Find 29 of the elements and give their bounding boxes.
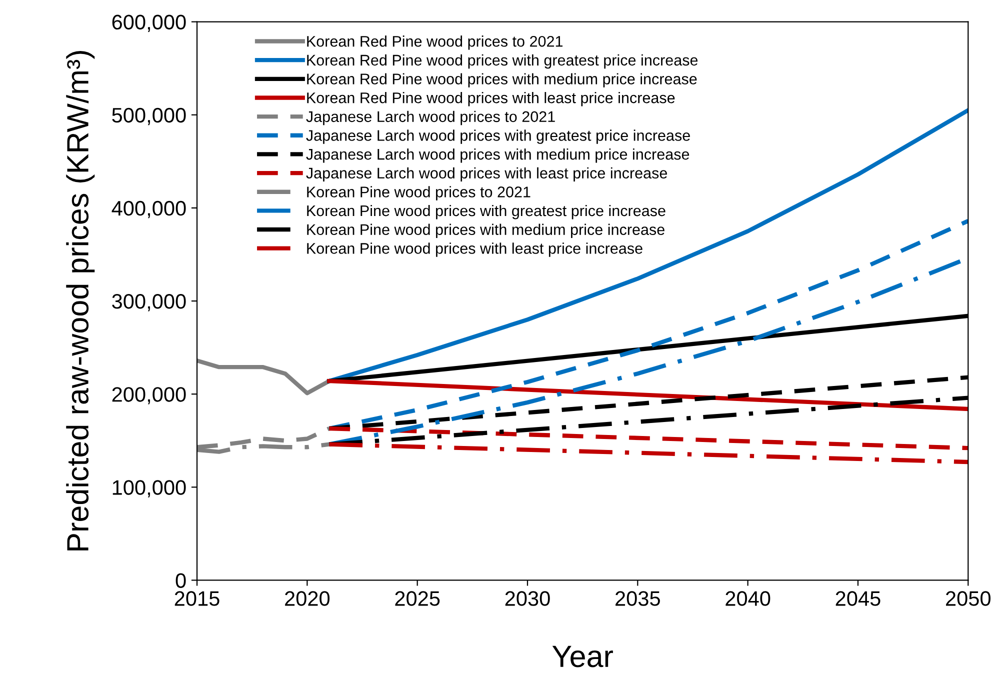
legend-label: Japanese Larch wood prices with medium price increase	[306, 148, 690, 163]
legend-label: Korean Red Pine wood prices with medium price increase	[307, 73, 697, 88]
legend-label: Japanese Larch wood prices to 2021	[306, 110, 555, 126]
x-tick-label: 2025	[395, 591, 440, 606]
legend-label: Korean Pine wood prices with least price increase	[307, 242, 642, 257]
x-tick-label: 2040	[726, 591, 770, 606]
x-tick-label: 2050	[946, 591, 990, 606]
x-tick-label: 2045	[836, 591, 880, 606]
x-axis-title: Year	[552, 646, 613, 668]
y-axis-title: Predicted raw-wood prices (KRW/m³)	[66, 51, 95, 550]
legend-label: Korean Red Pine wood prices to 2021	[307, 36, 563, 50]
y-tick-label: 400,000	[112, 200, 186, 218]
legend-label: Japanese Larch wood prices with least price increase	[306, 167, 668, 182]
y-tick-label: 0	[176, 573, 186, 588]
x-tick-label: 2015	[174, 591, 220, 606]
legend-label: Korean Pine wood prices with medium price increase	[307, 224, 664, 238]
x-tick-label: 2035	[616, 591, 660, 606]
legend-label: Korean Red Pine wood prices with least price increase	[307, 92, 675, 106]
y-tick-label: 100,000	[112, 480, 186, 498]
legend-label: Japanese Larch wood prices with greatest price increase	[306, 130, 690, 144]
x-tick-label: 2020	[285, 591, 330, 606]
legend-label: Korean Pine wood prices to 2021	[307, 186, 530, 200]
legend-label: Korean Pine wood prices with greatest price increase	[307, 204, 666, 220]
x-tick-label: 2030	[505, 591, 550, 606]
y-tick-label: 500,000	[112, 108, 186, 126]
y-tick-label: 200,000	[112, 387, 186, 404]
legend-label: Korean Red Pine wood prices with greatest price increase	[307, 54, 698, 69]
y-tick-label: 600,000	[112, 14, 186, 32]
y-tick-label: 300,000	[112, 294, 186, 312]
